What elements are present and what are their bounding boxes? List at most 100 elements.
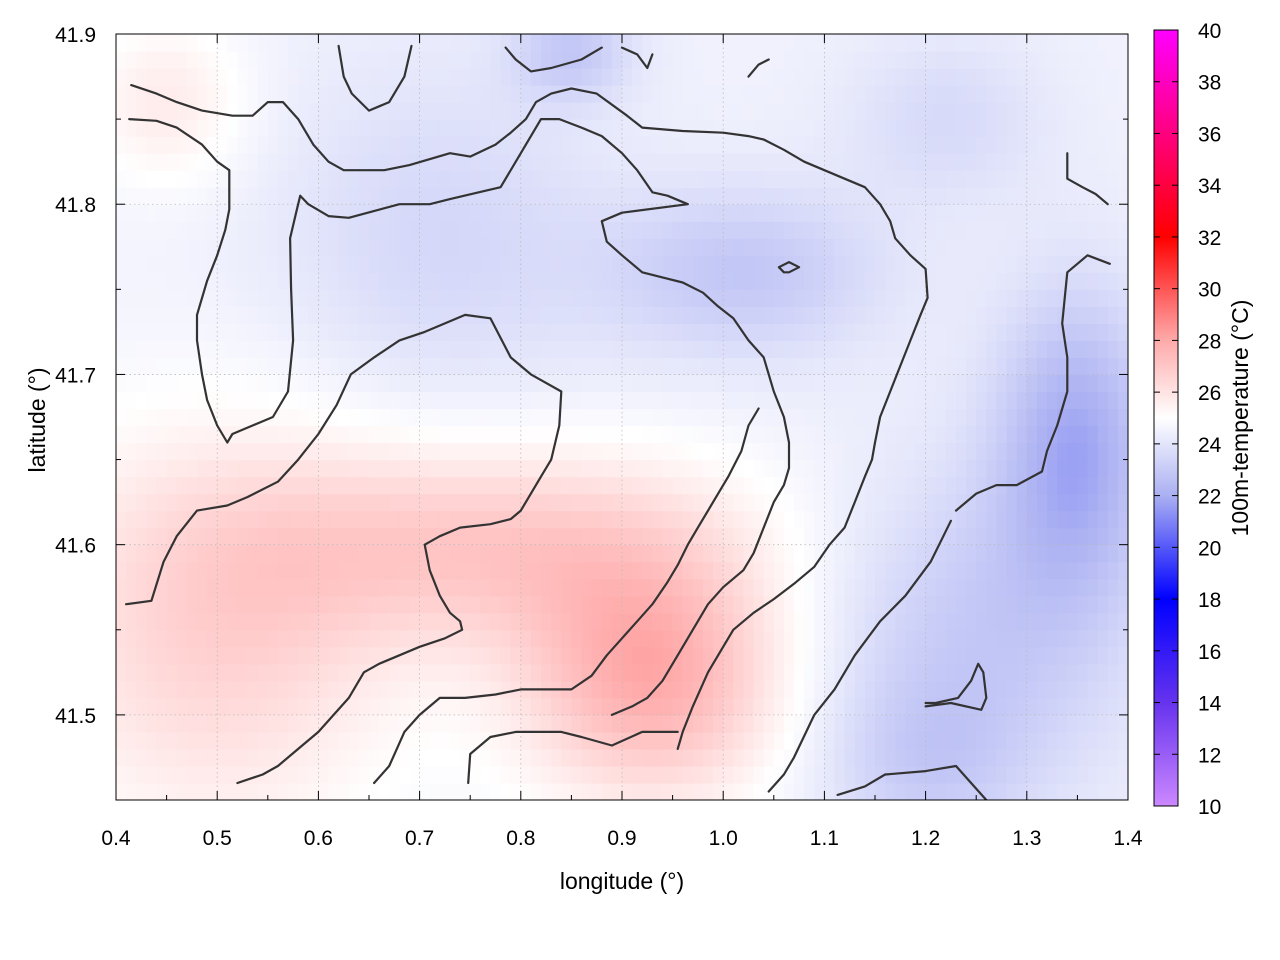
heatmap-cell: [500, 646, 512, 665]
heatmap-cell: [1026, 68, 1038, 86]
heatmap-cell: [581, 459, 593, 478]
heatmap-cell: [713, 748, 724, 767]
heatmap-cell: [976, 289, 987, 307]
heatmap-cell: [1016, 697, 1028, 716]
heatmap-cell: [217, 238, 228, 256]
heatmap-cell: [166, 255, 178, 273]
heatmap-cell: [1036, 153, 1048, 171]
heatmap-cell: [652, 544, 664, 563]
heatmap-cell: [864, 51, 876, 69]
heatmap-cell: [905, 680, 917, 699]
heatmap-cell: [844, 629, 856, 648]
heatmap-cell: [1047, 119, 1058, 137]
heatmap-cell: [490, 748, 502, 767]
heatmap-cell: [925, 442, 937, 461]
heatmap-cell: [1087, 119, 1099, 137]
heatmap-cell: [743, 578, 755, 597]
heatmap-cell: [288, 204, 299, 222]
heatmap-cell: [905, 289, 917, 307]
heatmap-cell: [369, 357, 380, 376]
heatmap-cell: [591, 51, 603, 69]
heatmap-cell: [1067, 714, 1078, 733]
heatmap-cell: [530, 459, 542, 478]
heatmap-cell: [358, 272, 370, 290]
y-tick-labels: 41.541.641.741.841.9: [55, 24, 96, 728]
heatmap-cell: [976, 68, 987, 86]
heatmap-cell: [591, 323, 603, 341]
heatmap-cell: [348, 578, 360, 597]
heatmap-cell: [996, 85, 1008, 103]
heatmap-cell: [864, 323, 876, 341]
heatmap-cell: [611, 238, 623, 256]
heatmap-cell: [864, 748, 876, 767]
heatmap-cell: [449, 782, 461, 800]
heatmap-cell: [814, 578, 825, 597]
heatmap-cell: [318, 714, 330, 733]
heatmap-cell: [541, 119, 552, 137]
heatmap-cell: [976, 323, 987, 341]
heatmap-cell: [1057, 765, 1068, 784]
heatmap-cell: [551, 170, 562, 188]
heatmap-cell: [439, 357, 451, 376]
heatmap-cell: [166, 340, 178, 359]
heatmap-cell: [1016, 119, 1028, 137]
heatmap-cell: [247, 323, 259, 341]
heatmap-cell: [136, 289, 147, 307]
heatmap-cell: [1117, 765, 1128, 784]
heatmap-cell: [379, 510, 390, 529]
heatmap-cell: [298, 459, 309, 478]
heatmap-cell: [470, 442, 481, 461]
heatmap-cell: [186, 459, 198, 478]
heatmap-cell: [1087, 85, 1099, 103]
heatmap-cell: [864, 272, 876, 290]
heatmap-cell: [429, 238, 441, 256]
heatmap-cell: [733, 714, 745, 733]
heatmap-cell: [642, 238, 653, 256]
heatmap-cell: [379, 425, 390, 444]
heatmap-cell: [601, 731, 613, 750]
heatmap-cell: [895, 578, 906, 597]
heatmap-cell: [348, 459, 360, 478]
heatmap-cell: [561, 612, 572, 631]
heatmap-cell: [662, 578, 674, 597]
heatmap-cell: [1047, 697, 1058, 716]
heatmap-cell: [136, 544, 147, 563]
heatmap-cell: [196, 697, 208, 716]
heatmap-cell: [176, 119, 188, 137]
heatmap-cell: [763, 442, 775, 461]
heatmap-cell: [955, 765, 967, 784]
heatmap-cell: [257, 408, 269, 427]
heatmap-cell: [166, 765, 178, 784]
heatmap-cell: [713, 323, 724, 341]
heatmap-cell: [1006, 102, 1018, 120]
heatmap-cell: [409, 34, 421, 52]
heatmap-cell: [966, 680, 977, 699]
heatmap-cell: [1107, 204, 1119, 222]
heatmap-cell: [885, 527, 896, 546]
heatmap-cell: [561, 544, 572, 563]
heatmap-cell: [1047, 102, 1058, 120]
heatmap-cell: [915, 714, 927, 733]
heatmap-cell: [217, 136, 228, 154]
heatmap-cell: [875, 136, 886, 154]
heatmap-cell: [692, 782, 704, 800]
heatmap-cell: [945, 425, 957, 444]
heatmap-cell: [1097, 578, 1109, 597]
heatmap-cell: [844, 68, 856, 86]
heatmap-cell: [237, 493, 249, 512]
heatmap-cell: [409, 612, 421, 631]
heatmap-cell: [1077, 408, 1089, 427]
heatmap-cell: [338, 204, 350, 222]
heatmap-cell: [682, 187, 694, 205]
heatmap-cell: [652, 85, 664, 103]
contour-line: [337, 44, 413, 112]
heatmap-cell: [642, 442, 653, 461]
heatmap-cell: [136, 527, 147, 546]
heatmap-cell: [1057, 731, 1068, 750]
heatmap-cell: [480, 238, 492, 256]
heatmap-cell: [632, 306, 643, 324]
heatmap-cell: [449, 476, 461, 495]
heatmap-cell: [207, 34, 218, 52]
heatmap-cell: [186, 221, 198, 239]
